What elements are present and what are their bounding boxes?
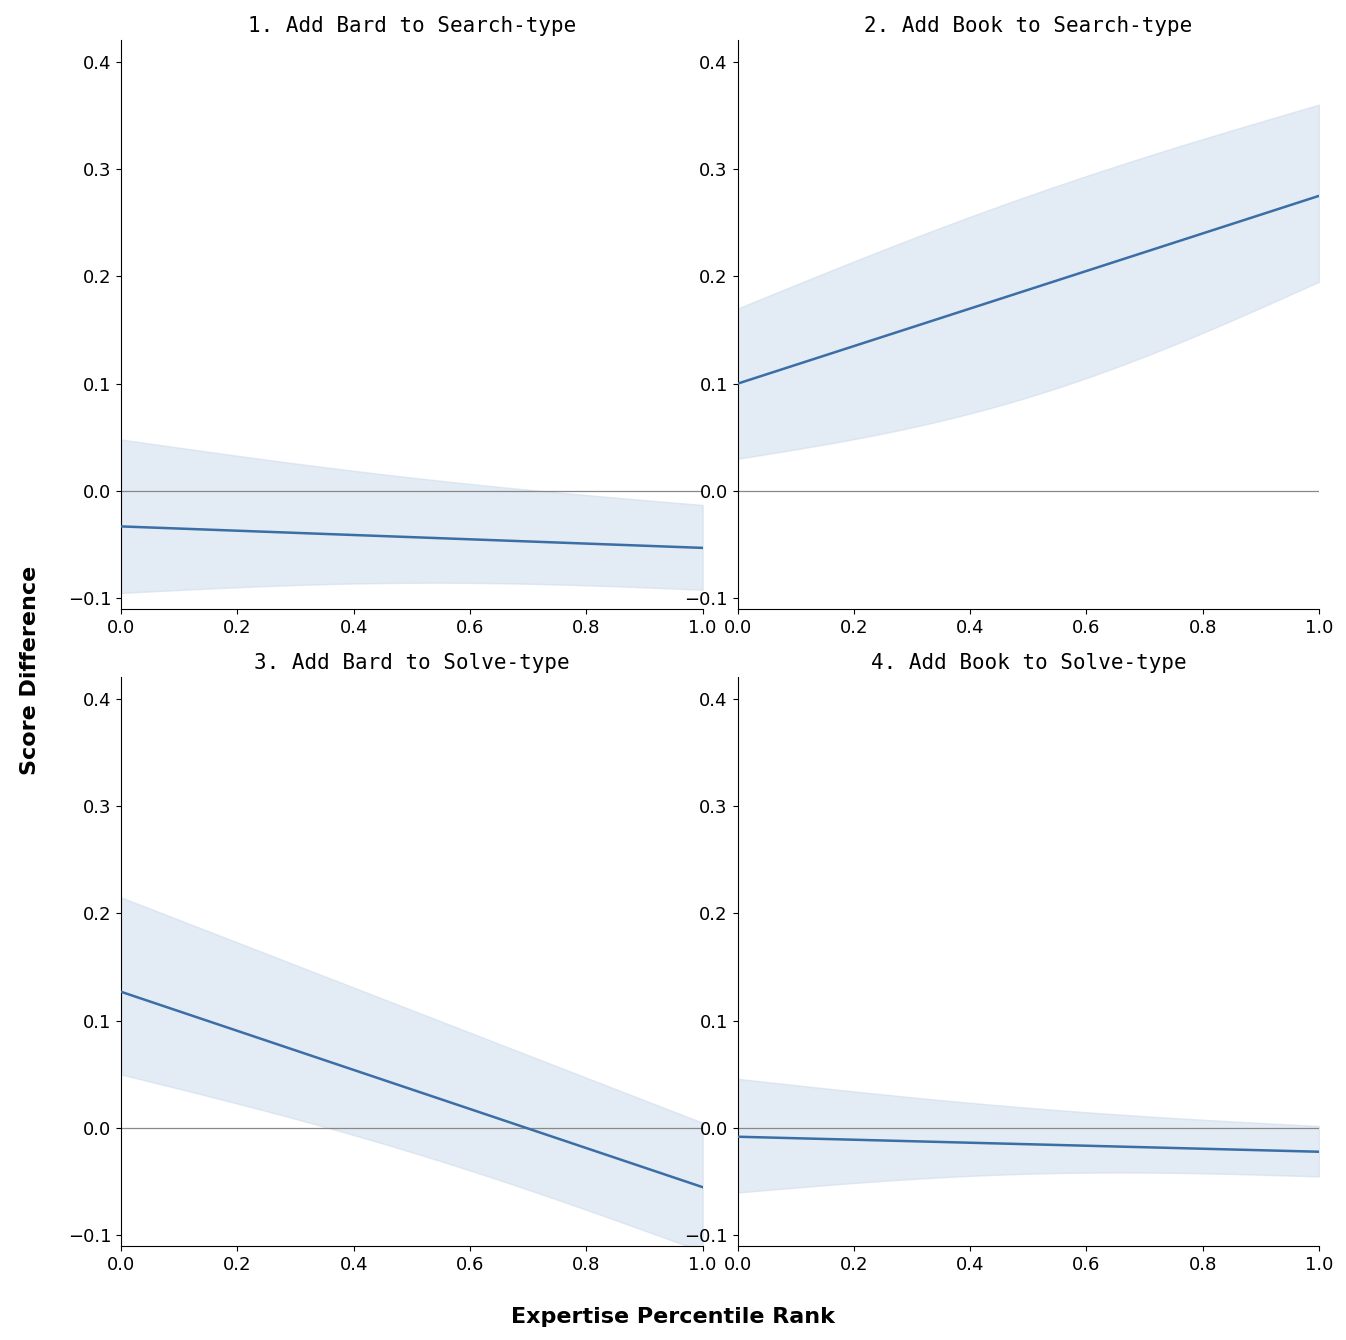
Title: 2. Add Book to Search-type: 2. Add Book to Search-type (864, 16, 1193, 36)
Title: 4. Add Book to Solve-type: 4. Add Book to Solve-type (871, 653, 1186, 673)
Title: 3. Add Bard to Solve-type: 3. Add Bard to Solve-type (254, 653, 569, 673)
Text: Expertise Percentile Rank: Expertise Percentile Rank (511, 1306, 835, 1327)
Title: 1. Add Bard to Search-type: 1. Add Bard to Search-type (248, 16, 576, 36)
Text: Score Difference: Score Difference (20, 565, 40, 775)
